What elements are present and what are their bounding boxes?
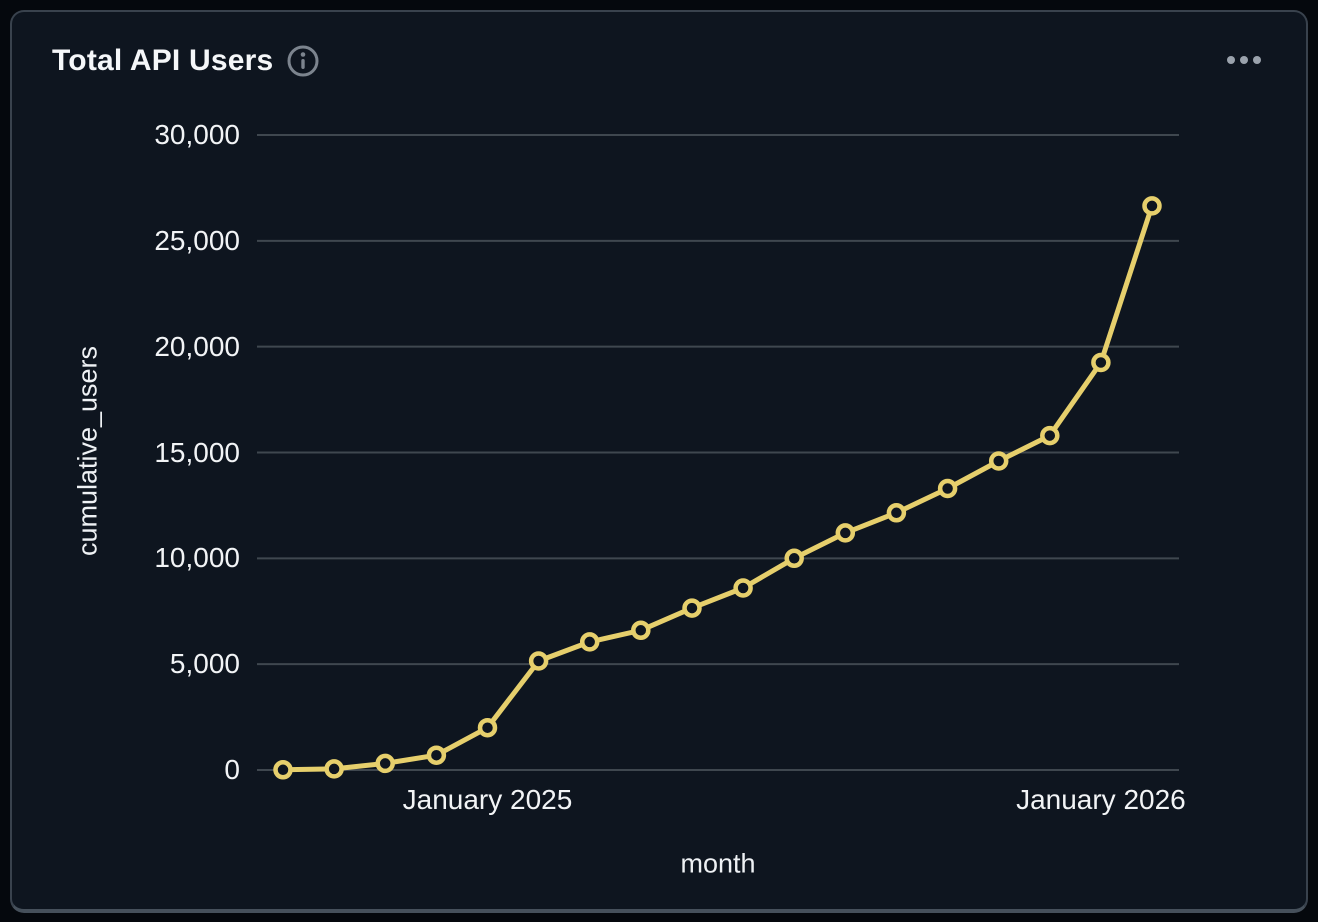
x-tick-label: January 2026 <box>1016 784 1186 815</box>
info-icon[interactable] <box>286 44 320 78</box>
x-tick-label: January 2025 <box>402 784 573 815</box>
y-tick-label: 15,000 <box>154 436 240 468</box>
y-tick-label: 0 <box>224 754 240 785</box>
card-header: Total API Users <box>52 44 320 78</box>
info-circle-icon <box>287 45 319 77</box>
ellipsis-icon <box>1240 56 1248 64</box>
y-axis-title: cumulative_users <box>72 345 103 557</box>
ellipsis-menu-button[interactable] <box>1212 40 1276 80</box>
y-tick-label: 25,000 <box>154 224 240 256</box>
y-tick-label: 20,000 <box>154 330 240 362</box>
y-tick-label: 5,000 <box>169 648 240 680</box>
x-axis-title: month <box>680 848 756 879</box>
y-tick-label: 30,000 <box>154 119 240 150</box>
y-tick-label: 10,000 <box>154 542 240 574</box>
ellipsis-icon <box>1227 56 1235 64</box>
ellipsis-icon <box>1253 56 1261 64</box>
card-title: Total API Users <box>52 44 274 77</box>
